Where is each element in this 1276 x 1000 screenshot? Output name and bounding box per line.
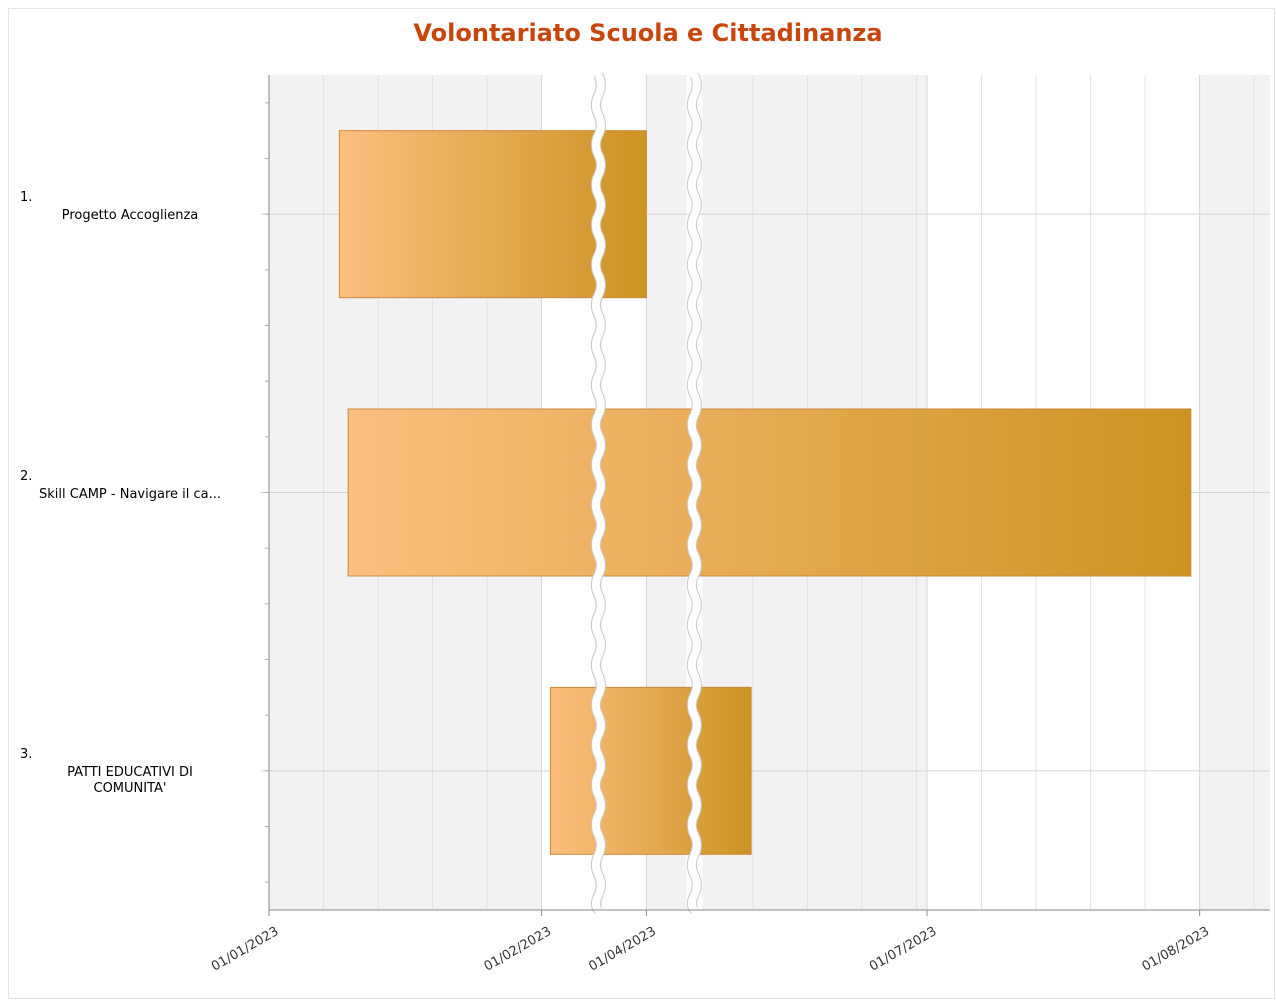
scale-break [687, 73, 701, 913]
task-bar [549, 686, 752, 855]
y-label-name: Progetto Accoglienza [61, 208, 199, 224]
y-label-name: PATTI EDUCATIVI DI COMUNITA' [67, 764, 193, 796]
y-label-name: Skill CAMP - Navigare il ca... [39, 486, 221, 502]
x-tick-label: 01/01/2023 [209, 924, 281, 974]
task-bar [347, 408, 1192, 577]
x-tick-label: 01/07/2023 [867, 924, 939, 974]
chart-border [8, 8, 1275, 999]
y-label-number: 3. [20, 746, 33, 762]
y-label-number: 2. [20, 468, 33, 484]
x-tick-label: 01/04/2023 [586, 924, 658, 974]
x-tick-label: 01/08/2023 [1140, 924, 1212, 974]
scale-break [591, 73, 605, 913]
y-label-number: 1. [20, 190, 33, 206]
chart-title: Volontariato Scuola e Cittadinanza [413, 19, 882, 47]
x-tick-label: 01/02/2023 [482, 924, 554, 974]
